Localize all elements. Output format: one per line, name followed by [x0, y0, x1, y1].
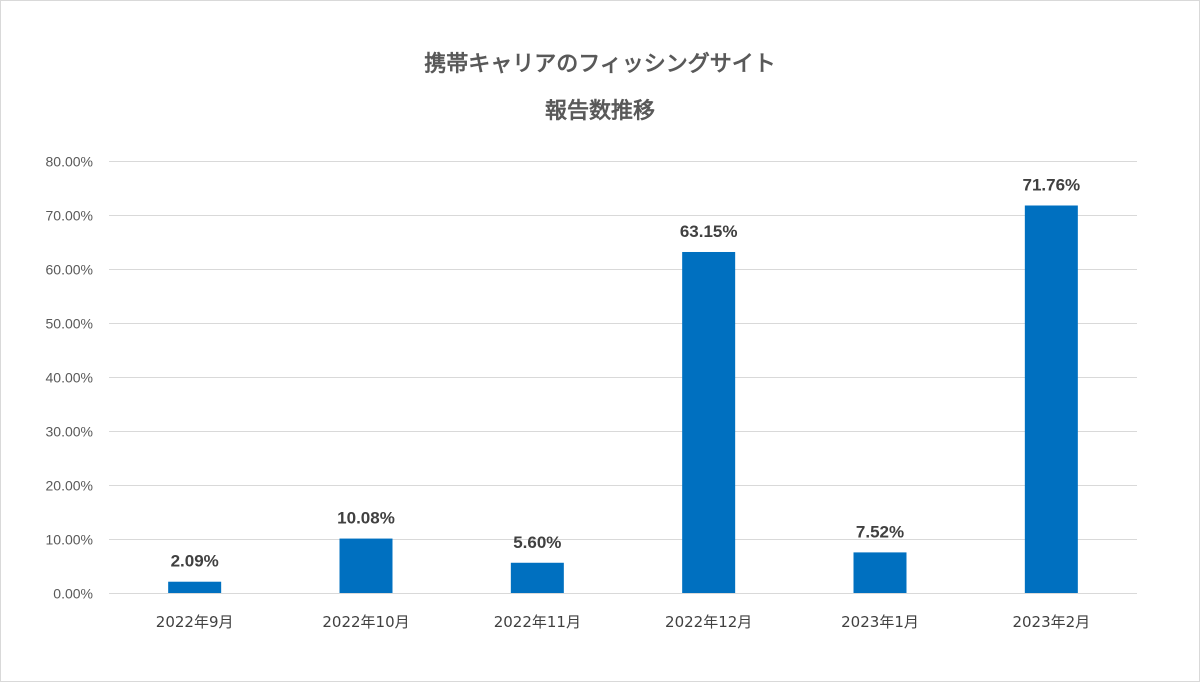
bar-5 — [853, 552, 907, 593]
y-tick-label: 0.00% — [53, 586, 93, 602]
y-tick-label: 60.00% — [46, 262, 93, 278]
bar-4 — [682, 251, 736, 594]
data-label-5: 7.52% — [856, 522, 904, 541]
x-axis-labels: 2022年9月 2022年10月 2022年11月 2022年12月 2023年1月 20… — [156, 613, 1090, 631]
chart-title-line-2: 報告数推移 — [545, 98, 655, 124]
x-tick-label-1: 2022年9月 — [156, 613, 234, 631]
y-tick-label: 40.00% — [46, 370, 93, 386]
data-label-4: 63.15% — [680, 222, 738, 241]
x-tick-label-6: 2023年2月 — [1012, 613, 1090, 631]
x-tick-label-4: 2022年12月 — [665, 613, 752, 631]
gridlines — [109, 161, 1137, 594]
data-labels: 2.09% 10.08% 5.60% 63.15% 7.52% 71.76% — [171, 175, 1081, 570]
x-tick-label-5: 2023年1月 — [841, 613, 919, 631]
y-tick-label: 50.00% — [46, 316, 93, 332]
y-axis-ticks: 0.00% 10.00% 20.00% 30.00% 40.00% 50.00% 60.00… — [46, 154, 93, 602]
y-tick-label: 30.00% — [46, 424, 93, 440]
bar-6 — [1024, 205, 1078, 593]
bar-1 — [168, 581, 222, 593]
bar-2 — [339, 538, 393, 593]
chart-title-line-1: 携帯キャリアのフィッシングサイト — [424, 51, 776, 77]
data-label-2: 10.08% — [337, 509, 395, 528]
data-label-3: 5.60% — [513, 533, 561, 552]
data-label-6: 71.76% — [1022, 175, 1080, 194]
bar-3 — [510, 562, 564, 593]
x-tick-label-3: 2022年11月 — [494, 613, 581, 631]
bars — [168, 205, 1078, 594]
y-tick-label: 70.00% — [46, 208, 93, 224]
data-label-1: 2.09% — [171, 552, 219, 571]
y-tick-label: 10.00% — [46, 532, 93, 548]
y-tick-label: 20.00% — [46, 478, 93, 494]
x-tick-label-2: 2022年10月 — [322, 613, 409, 631]
y-tick-label: 80.00% — [46, 154, 93, 170]
